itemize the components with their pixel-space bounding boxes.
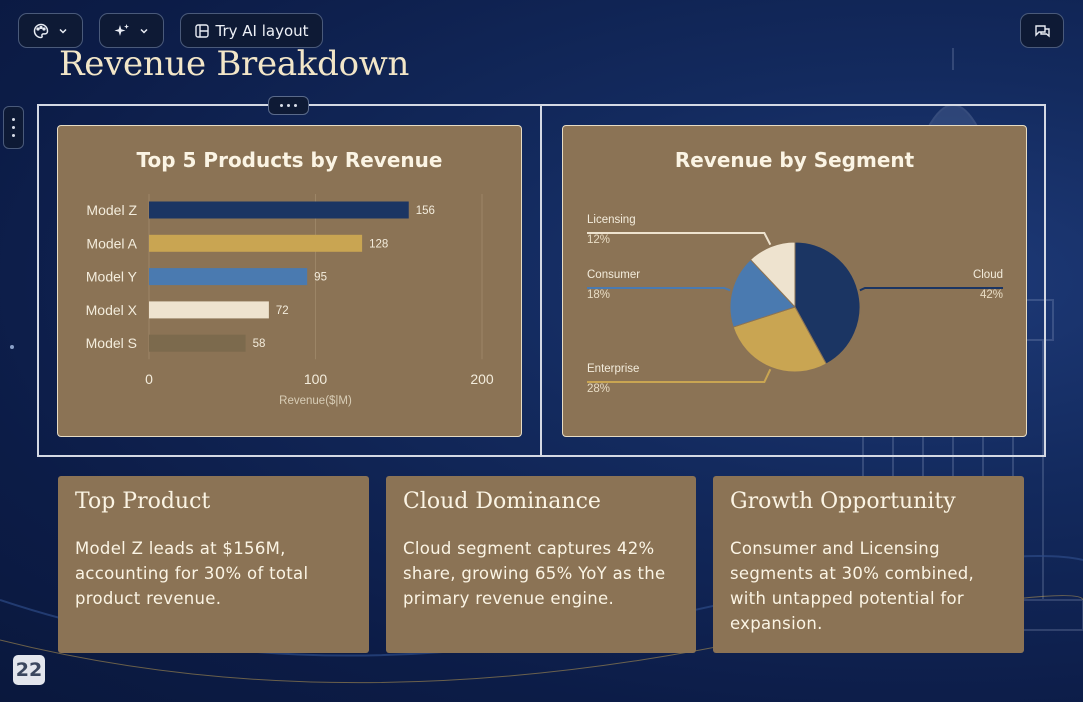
slice-percent: 12% — [587, 234, 610, 246]
leader-line — [859, 287, 1003, 292]
data-label: 95 — [314, 272, 327, 284]
y-tick-label: Model Z — [86, 202, 137, 218]
info-card-body: Model Z leads at $156M, accounting for 3… — [75, 539, 309, 608]
ai-menu-button[interactable] — [99, 13, 164, 48]
slice-percent: 28% — [587, 383, 610, 395]
theme-button[interactable] — [18, 13, 83, 48]
bar — [149, 334, 246, 352]
data-label: 72 — [276, 305, 289, 317]
bar-chart-title: Top 5 Products by Revenue — [136, 148, 443, 172]
pie-chart-card: Revenue by Segment Cloud 42% Enterprise 28%… — [562, 125, 1027, 437]
leader-line — [587, 232, 772, 246]
bar — [149, 201, 409, 219]
y-tick-label: Model X — [86, 302, 138, 318]
pie-slice — [749, 241, 796, 309]
layout-icon — [195, 23, 210, 38]
slice-label: Consumer — [587, 269, 640, 281]
info-card-top-product: Top Product Model Z leads at $156M, acco… — [58, 476, 369, 653]
comments-icon — [1034, 24, 1050, 37]
data-label: 58 — [253, 338, 266, 350]
pie-chart: Cloud 42% Enterprise 28% Consumer 18% Licensin… — [587, 214, 1003, 395]
side-drag-handle[interactable] — [3, 106, 24, 149]
try-ai-layout-label: Try AI layout — [215, 21, 309, 40]
info-card-body: Consumer and Licensing segments at 30% c… — [730, 539, 975, 633]
info-card-title: Cloud Dominance — [403, 489, 601, 514]
data-label: 128 — [369, 238, 388, 250]
leader-line — [587, 287, 731, 292]
pie-chart-title: Revenue by Segment — [674, 148, 915, 172]
x-tick-label: 0 — [145, 371, 153, 387]
pie-slice — [794, 241, 861, 365]
slice-percent: 18% — [587, 289, 610, 301]
palette-icon — [33, 23, 48, 38]
info-card-title: Growth Opportunity — [730, 489, 956, 514]
chevron-down-icon — [139, 28, 148, 34]
slice-percent: 42% — [980, 289, 1003, 301]
bar — [149, 268, 308, 286]
slice-label: Enterprise — [587, 363, 639, 375]
charts-divider — [540, 104, 542, 457]
x-axis-label: Revenue($|M) — [279, 395, 352, 407]
leader-line — [587, 368, 772, 383]
bar-chart: 0 100 200 Model Z 156 Model A 128 Model Y 95 Mode… — [86, 194, 494, 407]
info-card-body: Cloud segment captures 42% share, growin… — [403, 539, 666, 608]
group-drag-handle[interactable] — [268, 96, 309, 115]
y-tick-label: Model A — [86, 235, 137, 251]
bar — [149, 234, 363, 252]
y-tick-label: Model Y — [86, 269, 138, 285]
try-ai-layout-button[interactable]: Try AI layout — [180, 13, 323, 48]
x-tick-label: 100 — [304, 371, 328, 387]
data-label: 156 — [416, 205, 435, 217]
page-number-badge[interactable]: 22 — [13, 655, 45, 685]
x-tick-label: 200 — [470, 371, 494, 387]
pie-slice — [732, 306, 827, 373]
comments-button[interactable] — [1020, 13, 1064, 48]
pie-slice — [729, 258, 796, 328]
sparkles-icon — [114, 23, 129, 36]
y-tick-label: Model S — [86, 335, 137, 351]
slice-label: Licensing — [587, 214, 636, 226]
slice-label: Cloud — [973, 269, 1003, 281]
info-card-cloud-dominance: Cloud Dominance Cloud segment captures 4… — [386, 476, 696, 653]
info-card-title: Top Product — [75, 489, 211, 514]
page-title: Revenue Breakdown — [59, 44, 410, 84]
bar-chart-card: Top 5 Products by Revenue 0 100 200 Model Z… — [57, 125, 522, 437]
chevron-down-icon — [58, 28, 67, 34]
info-card-growth-opportunity: Growth Opportunity Consumer and Licensin… — [713, 476, 1024, 653]
bar — [149, 301, 269, 319]
